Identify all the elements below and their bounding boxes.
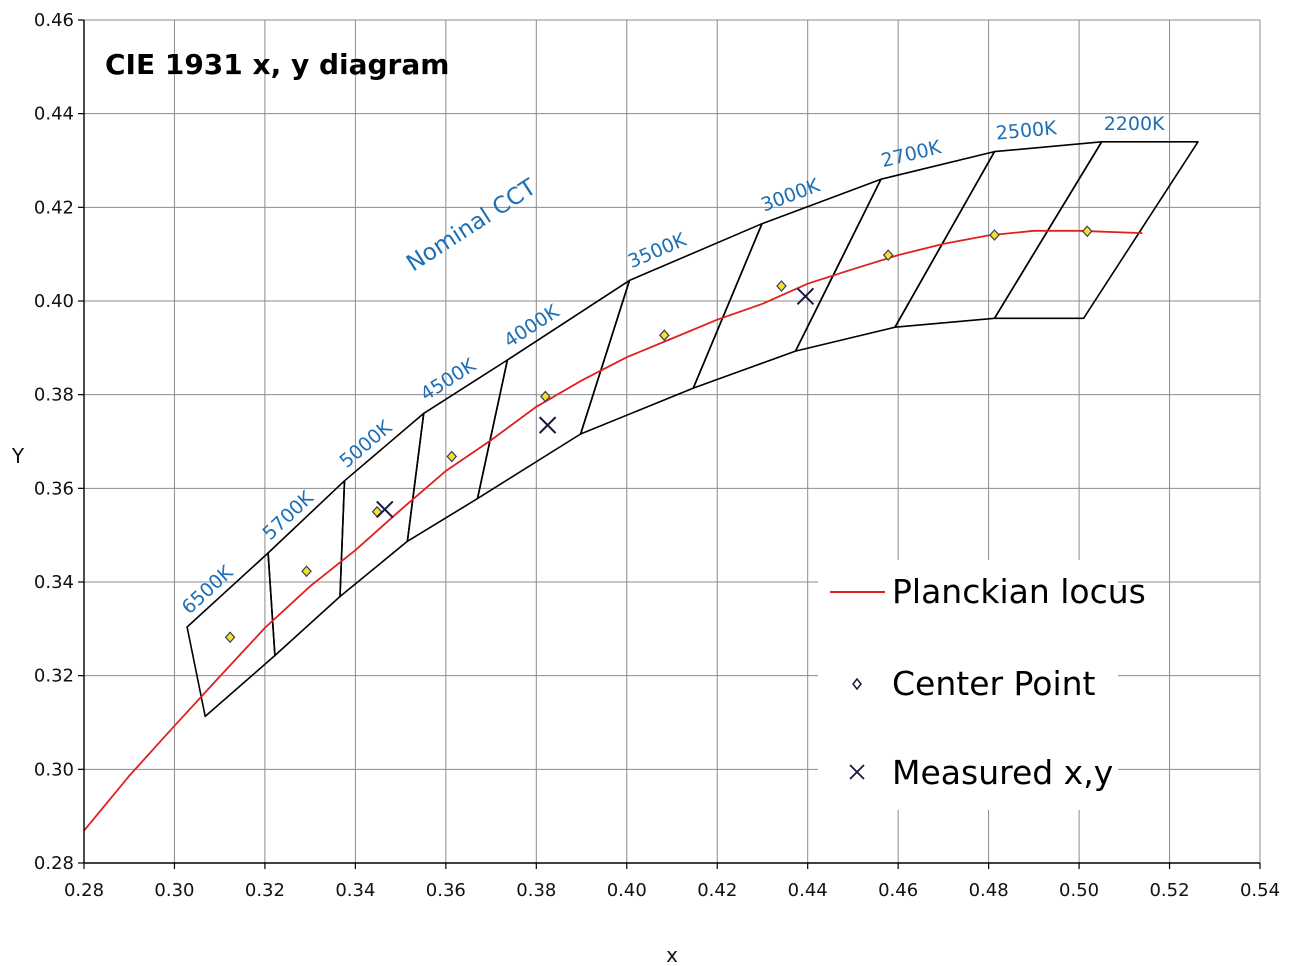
y-tick-label-3: 0.34: [34, 572, 74, 593]
y-axis-title: Y: [11, 444, 25, 468]
x-tick-label-2: 0.32: [245, 880, 285, 901]
cct-label-3000K: 3000K: [758, 174, 823, 216]
x-tick-label-9: 0.46: [878, 880, 918, 901]
nominal-cct-annotation: Nominal CCT: [402, 174, 542, 277]
y-tick-label-7: 0.42: [34, 197, 74, 218]
center-point-6: [776, 280, 787, 292]
x-tick-label-1: 0.30: [154, 880, 194, 901]
center-point-0: [224, 631, 236, 644]
x-axis-title: x: [666, 943, 678, 966]
cct-label-2500K: 2500K: [995, 117, 1058, 144]
cct-label-2200K: 2200K: [1104, 113, 1165, 135]
axes: [78, 19, 1261, 869]
legend-locus-label: Planckian locus: [892, 572, 1146, 611]
y-tick-label-8: 0.44: [34, 104, 74, 125]
quadrangle-2200K: [993, 141, 1199, 320]
x-tick-labels: 0.28 0.30 0.32 0.34 0.36 0.38 0.40 0.42 0.44 0.46…: [64, 880, 1280, 901]
y-tick-labels: 0.28 0.30 0.32 0.34 0.36 0.38 0.40 0.42 0.44 0.46: [34, 10, 74, 874]
planckian-locus-line: [83, 229, 1143, 832]
legend-center-swatch: [852, 677, 862, 691]
measured-point-0: [376, 500, 394, 519]
y-tick-label-5: 0.38: [34, 385, 74, 406]
y-tick-label-4: 0.36: [34, 478, 74, 499]
x-tick-label-6: 0.40: [607, 880, 647, 901]
center-points: [224, 225, 1093, 644]
x-tick-label-3: 0.34: [335, 880, 375, 901]
center-point-3: [446, 450, 458, 463]
chart-title: CIE 1931 x, y diagram: [105, 48, 449, 81]
x-tick-label-12: 0.52: [1149, 880, 1189, 901]
y-tick-label-0: 0.28: [34, 853, 74, 874]
legend: Planckian locus Center Point Measured x,…: [818, 560, 1146, 810]
y-tick-label-1: 0.30: [34, 759, 74, 780]
center-point-5: [659, 329, 670, 342]
x-tick-label-7: 0.42: [697, 880, 737, 901]
cct-quadrangles: [186, 141, 1199, 718]
x-tick-label-0: 0.28: [64, 880, 104, 901]
legend-background: [818, 560, 1118, 810]
x-tick-label-10: 0.48: [969, 880, 1009, 901]
x-tick-label-8: 0.44: [788, 880, 828, 901]
legend-measured-label: Measured x,y: [892, 753, 1113, 792]
x-tick-label-13: 0.54: [1240, 880, 1280, 901]
measured-point-2: [796, 287, 815, 306]
planckian-locus-layer: [83, 229, 1143, 832]
cct-labels: 6500K5700K5000K4500K4000K3500K3000K2700K…: [178, 113, 1165, 619]
measured-points: [376, 287, 815, 519]
measured-point-1: [538, 416, 557, 434]
quadrangle-3000K: [692, 178, 882, 389]
legend-center-label: Center Point: [892, 664, 1096, 703]
y-tick-label-6: 0.40: [34, 291, 74, 312]
center-point-9: [1081, 225, 1093, 238]
y-tick-label-9: 0.46: [34, 10, 74, 31]
center-point-8: [989, 229, 1000, 241]
x-tick-label-11: 0.50: [1059, 880, 1099, 901]
y-tick-label-2: 0.32: [34, 666, 74, 687]
cct-label-5700K: 5700K: [258, 487, 318, 545]
center-point-7: [882, 249, 894, 261]
center-point-4: [540, 390, 551, 403]
legend-measured-swatch: [849, 764, 865, 780]
x-tick-label-4: 0.36: [426, 880, 466, 901]
center-point-1: [301, 565, 312, 578]
cct-label-3500K: 3500K: [625, 229, 690, 273]
x-tick-label-5: 0.38: [516, 880, 556, 901]
